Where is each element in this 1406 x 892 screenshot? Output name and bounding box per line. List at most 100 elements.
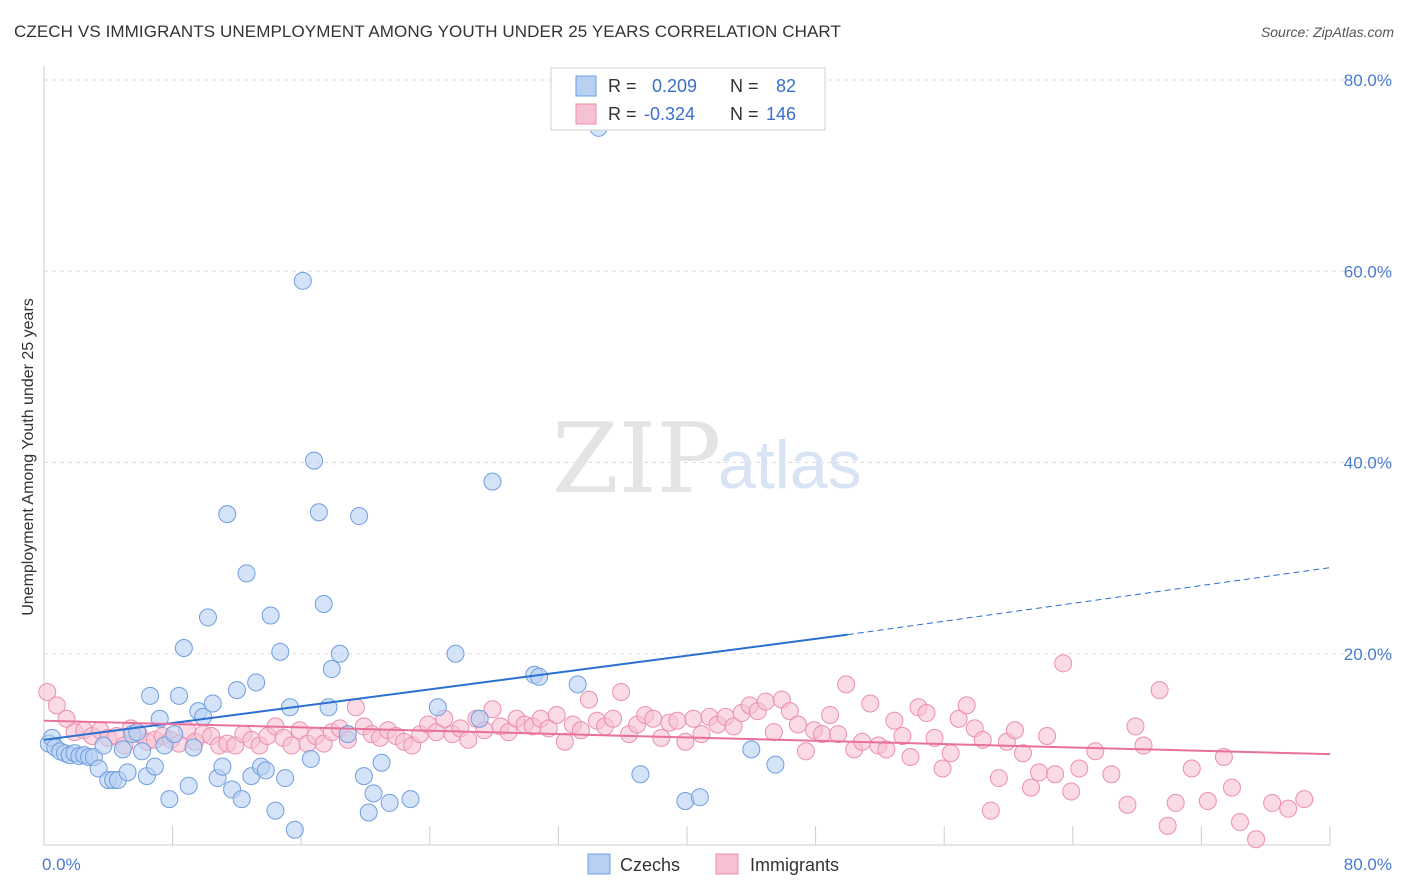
czech-point xyxy=(89,759,108,778)
legend-swatch-czechs xyxy=(575,75,597,97)
immigrant-point xyxy=(1126,717,1145,736)
czech-point xyxy=(742,740,761,759)
bottom-legend-swatch-immigrants xyxy=(715,853,739,875)
czech-point xyxy=(256,761,275,780)
chart-title: CZECH VS IMMIGRANTS UNEMPLOYMENT AMONG Y… xyxy=(14,22,841,41)
czech-point xyxy=(174,639,193,658)
czech-point xyxy=(401,790,420,809)
series-czechs xyxy=(39,118,785,839)
immigrant-point xyxy=(1182,759,1201,778)
x-tick-label: 0.0% xyxy=(42,855,81,874)
tick-labels: 20.0% 40.0% 60.0% 80.0% 0.0% 80.0% xyxy=(42,71,1392,874)
legend-n-value-immigrants: 146 xyxy=(766,104,796,124)
bottom-legend-czechs: Czechs xyxy=(620,855,680,875)
legend-r-value-immigrants: -0.324 xyxy=(644,104,695,124)
immigrant-point xyxy=(684,709,703,728)
legend-r-label-1: R = xyxy=(608,76,637,96)
czech-point xyxy=(94,736,113,755)
legend-n-label-1: N = xyxy=(730,76,759,96)
immigrant-point xyxy=(949,709,968,728)
immigrant-point xyxy=(1013,744,1032,763)
bottom-legend-swatch-czechs xyxy=(587,853,611,875)
immigrant-trend-line xyxy=(43,719,1331,756)
czech-point xyxy=(364,784,383,803)
czech-point xyxy=(261,606,280,625)
watermark-zip: ZIP xyxy=(552,403,721,515)
czech-point xyxy=(330,644,349,663)
immigrant-point xyxy=(282,736,301,755)
immigrant-point xyxy=(796,742,815,761)
immigrant-point xyxy=(917,704,936,723)
czech-point xyxy=(179,776,198,795)
czech-point xyxy=(690,788,709,807)
czech-point xyxy=(309,503,328,522)
bottom-legend: Czechs Immigrants xyxy=(587,853,839,875)
czech-point xyxy=(276,769,295,788)
immigrant-point xyxy=(1118,795,1137,814)
immigrant-point xyxy=(788,715,807,734)
immigrant-point xyxy=(483,700,502,719)
czech-point xyxy=(631,765,650,784)
immigrant-point xyxy=(1046,765,1065,784)
legend-r-value-czechs: 0.209 xyxy=(652,76,697,96)
czech-point xyxy=(301,749,320,768)
czech-point xyxy=(293,271,312,290)
immigrant-point xyxy=(290,721,309,740)
immigrant-point xyxy=(780,702,799,721)
immigrant-point xyxy=(676,732,695,751)
watermark: ZIP atlas xyxy=(552,403,862,515)
immigrant-point xyxy=(555,732,574,751)
czech-point xyxy=(470,709,489,728)
czech-point xyxy=(165,725,184,744)
immigrant-point xyxy=(1158,816,1177,835)
series-immigrants xyxy=(38,654,1314,849)
immigrant-point xyxy=(957,696,976,715)
bottom-legend-immigrants: Immigrants xyxy=(750,855,839,875)
immigrant-point xyxy=(1022,778,1041,797)
immigrant-point xyxy=(692,725,711,744)
czech-point xyxy=(428,698,447,717)
immigrant-point xyxy=(1222,778,1241,797)
legend-n-value-czechs: 82 xyxy=(776,76,796,96)
czech-point xyxy=(483,472,502,491)
czech-point xyxy=(354,767,373,786)
immigrant-point xyxy=(1150,681,1169,700)
immigrant-point xyxy=(893,726,912,745)
immigrant-point xyxy=(1086,742,1105,761)
czech-point xyxy=(160,790,179,809)
czech-point xyxy=(184,738,203,757)
immigrant-point xyxy=(1295,790,1314,809)
immigrant-point xyxy=(1214,748,1233,767)
czech-trend-line xyxy=(43,633,848,741)
czech-point xyxy=(133,742,152,761)
immigrant-point xyxy=(1134,736,1153,755)
czech-point xyxy=(380,793,399,812)
trend-lines xyxy=(43,567,1331,756)
immigrant-point xyxy=(756,692,775,711)
legend-r-label-2: R = xyxy=(608,104,637,124)
immigrant-point xyxy=(933,759,952,778)
czech-point xyxy=(359,803,378,822)
czech-point xyxy=(350,507,369,526)
czech-point xyxy=(266,801,285,820)
czech-point xyxy=(203,694,222,713)
czech-point xyxy=(568,675,587,694)
immigrant-point xyxy=(571,721,590,740)
y-tick-label: 80.0% xyxy=(1344,71,1392,90)
czech-point xyxy=(338,725,357,744)
immigrant-point xyxy=(1263,793,1282,812)
y-tick-label: 40.0% xyxy=(1344,454,1392,473)
immigrant-point xyxy=(837,675,856,694)
czech-point xyxy=(227,681,246,700)
data-points xyxy=(38,118,1314,849)
czech-point xyxy=(155,736,174,755)
czech-point xyxy=(218,505,237,524)
source-label: Source: ZipAtlas.com xyxy=(1260,24,1394,40)
czech-point xyxy=(232,790,251,809)
immigrant-point xyxy=(877,740,896,759)
immigrant-point xyxy=(1230,813,1249,832)
immigrant-point xyxy=(941,744,960,763)
immigrant-point xyxy=(1166,793,1185,812)
immigrant-point xyxy=(885,711,904,730)
